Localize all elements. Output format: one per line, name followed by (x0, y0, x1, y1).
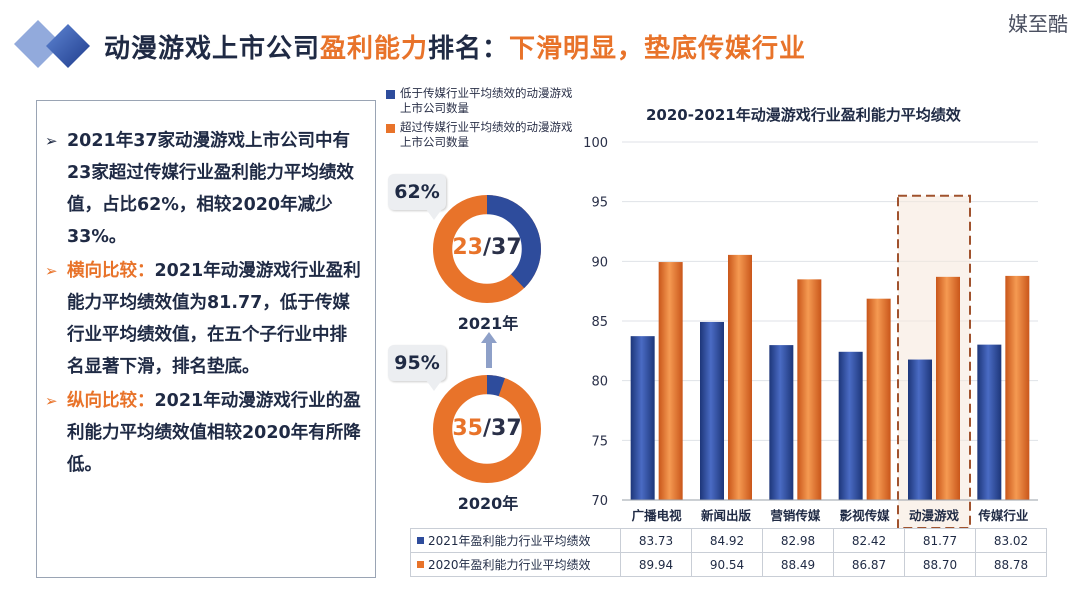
legend-below-label: 低于传媒行业平均绩效的动漫游戏上市公司数量 (400, 86, 573, 115)
brand-watermark: 媒至酷 (1008, 12, 1068, 36)
y-tick-label: 90 (591, 255, 608, 270)
table-cell: 84.92 (691, 528, 763, 553)
bar-2021 (769, 345, 794, 500)
table-cell: 82.42 (833, 528, 905, 553)
summary-para-3: ➢ 纵向比较：2021年动漫游戏行业的盈利能力平均绩效值相较2020年有所降低。 (45, 385, 363, 481)
table-cell: 88.49 (762, 552, 834, 577)
bar-2020 (797, 279, 822, 500)
bar-2021 (838, 351, 863, 500)
y-tick-label: 85 (591, 315, 608, 330)
x-tick-label: 广播电视 (632, 508, 683, 523)
y-tick-label: 80 (591, 375, 608, 390)
legend-item-above: 超过传媒行业平均绩效的动漫游戏上市公司数量 (384, 120, 574, 150)
percent-bubble-2020: 95% (388, 345, 446, 391)
table-cell: 83.73 (620, 528, 692, 553)
page-title: 动漫游戏上市公司盈利能力排名：下滑明显，垫底传媒行业 (104, 28, 806, 65)
table-row-2020: 2020年盈利能力行业平均绩效 89.94 90.54 88.49 86.87 … (410, 552, 1047, 577)
para1-text: 2021年37家动漫游戏上市公司中有23家超过传媒行业盈利能力平均绩效值，占比6… (67, 131, 354, 247)
title-part1: 动漫游戏上市公司 (104, 34, 321, 64)
donut-2020-total: /37 (482, 416, 522, 441)
table-cell: 89.94 (620, 552, 692, 577)
table-cell: 81.77 (904, 528, 976, 553)
year-label-2021: 2021年 (457, 314, 519, 333)
bar-2020 (658, 262, 683, 500)
donut-2020-above: 35 (452, 416, 483, 441)
x-tick-label: 新闻出版 (701, 508, 752, 523)
table-cell: 83.02 (975, 528, 1047, 553)
donut-2020-below-segment (433, 375, 541, 483)
bar-2021 (630, 336, 655, 500)
table-cell: 86.87 (833, 552, 905, 577)
bullet-arrow-icon: ➢ (45, 392, 58, 410)
title-part4: 下滑明显，垫底传媒行业 (509, 34, 807, 64)
y-tick-label: 75 (591, 434, 608, 449)
para3-text: 2021年动漫游戏行业的盈利能力平均绩效值相较2020年有所降低。 (67, 391, 361, 475)
table-label-2020: 2020年盈利能力行业平均绩效 (410, 552, 621, 577)
table-cell: 88.70 (904, 552, 976, 577)
donut-chart-2021 (433, 195, 541, 303)
bar-2020 (936, 276, 960, 500)
y-tick-label: 95 (591, 196, 608, 211)
series-2020-name: 2020年盈利能力行业平均绩效 (428, 558, 591, 572)
donut-2021-inner-ring (452, 214, 522, 284)
bar-2021 (700, 321, 724, 500)
data-table: 2021年盈利能力行业平均绩效 83.73 84.92 82.98 82.42 … (410, 528, 1047, 577)
table-row-2021: 2021年盈利能力行业平均绩效 83.73 84.92 82.98 82.42 … (410, 528, 1047, 553)
summary-para-1: ➢ 2021年37家动漫游戏上市公司中有23家超过传媒行业盈利能力平均绩效值，占比… (45, 125, 363, 253)
donut-chart-2020 (433, 375, 541, 483)
donut-2020-inner-ring (452, 394, 522, 464)
bar-2021 (977, 344, 1002, 500)
x-tick-label: 影视传媒 (840, 508, 891, 523)
donut-label-2021: 23/37 (432, 235, 542, 260)
summary-text-panel: ➢ 2021年37家动漫游戏上市公司中有23家超过传媒行业盈利能力平均绩效值，占比… (36, 100, 376, 578)
x-tick-label: 动漫游戏 (909, 508, 960, 523)
title-part3: 排名： (428, 34, 510, 64)
bar-2020 (728, 254, 752, 500)
table-cell: 82.98 (762, 528, 834, 553)
para3-keyword: 纵向比较： (67, 391, 155, 411)
series-2021-name: 2021年盈利能力行业平均绩效 (428, 534, 591, 548)
bullet-arrow-icon: ➢ (45, 262, 58, 280)
para2-text: 2021年动漫游戏行业盈利能力平均绩效值为81.77，低于传媒行业平均绩效值，在… (67, 261, 361, 377)
table-swatch-orange (417, 561, 424, 568)
legend-above-label: 超过传媒行业平均绩效的动漫游戏上市公司数量 (400, 120, 573, 149)
donut-label-2020: 35/37 (432, 416, 542, 441)
up-arrow-icon (481, 332, 497, 368)
table-cell: 90.54 (691, 552, 763, 577)
chart-title: 2020-2021年动漫游戏行业盈利能力平均绩效 (646, 106, 961, 124)
legend-swatch-blue (386, 90, 395, 99)
year-label-2020: 2020年 (457, 494, 519, 513)
legend-swatch-orange (386, 124, 395, 133)
donut-2021-below-segment (433, 195, 541, 303)
donut-2021-total: /37 (482, 235, 522, 260)
percent-2020: 95% (394, 352, 440, 374)
para2-keyword: 横向比较： (67, 261, 155, 281)
y-tick-label: 70 (591, 494, 608, 509)
bar-2020 (1005, 275, 1030, 500)
legend-item-below: 低于传媒行业平均绩效的动漫游戏上市公司数量 (384, 86, 574, 116)
x-tick-label: 传媒行业 (977, 508, 1029, 523)
x-tick-label: 营销传媒 (770, 508, 821, 523)
bar-2020 (866, 298, 891, 500)
percent-2021: 62% (394, 181, 440, 203)
logo-diamonds-icon (14, 20, 90, 68)
bullet-arrow-icon: ➢ (45, 132, 58, 150)
summary-para-2: ➢ 横向比较：2021年动漫游戏行业盈利能力平均绩效值为81.77，低于传媒行业平… (45, 255, 363, 383)
table-swatch-blue (417, 537, 424, 544)
table-cell: 88.78 (975, 552, 1047, 577)
bar-2021 (908, 359, 932, 500)
bar-chart: 70 75 80 85 90 95 100 广播电视 新闻出版 营销传媒 影视传媒 动漫游戏 传媒行业 (583, 136, 1038, 529)
percent-bubble-2021: 62% (388, 174, 446, 220)
donut-legend: 低于传媒行业平均绩效的动漫游戏上市公司数量 超过传媒行业平均绩效的动漫游戏上市公… (384, 86, 574, 154)
title-part2: 盈利能力 (320, 34, 429, 64)
donut-2021-above: 23 (452, 235, 483, 260)
table-label-2021: 2021年盈利能力行业平均绩效 (410, 528, 621, 553)
y-tick-label: 100 (583, 136, 608, 151)
